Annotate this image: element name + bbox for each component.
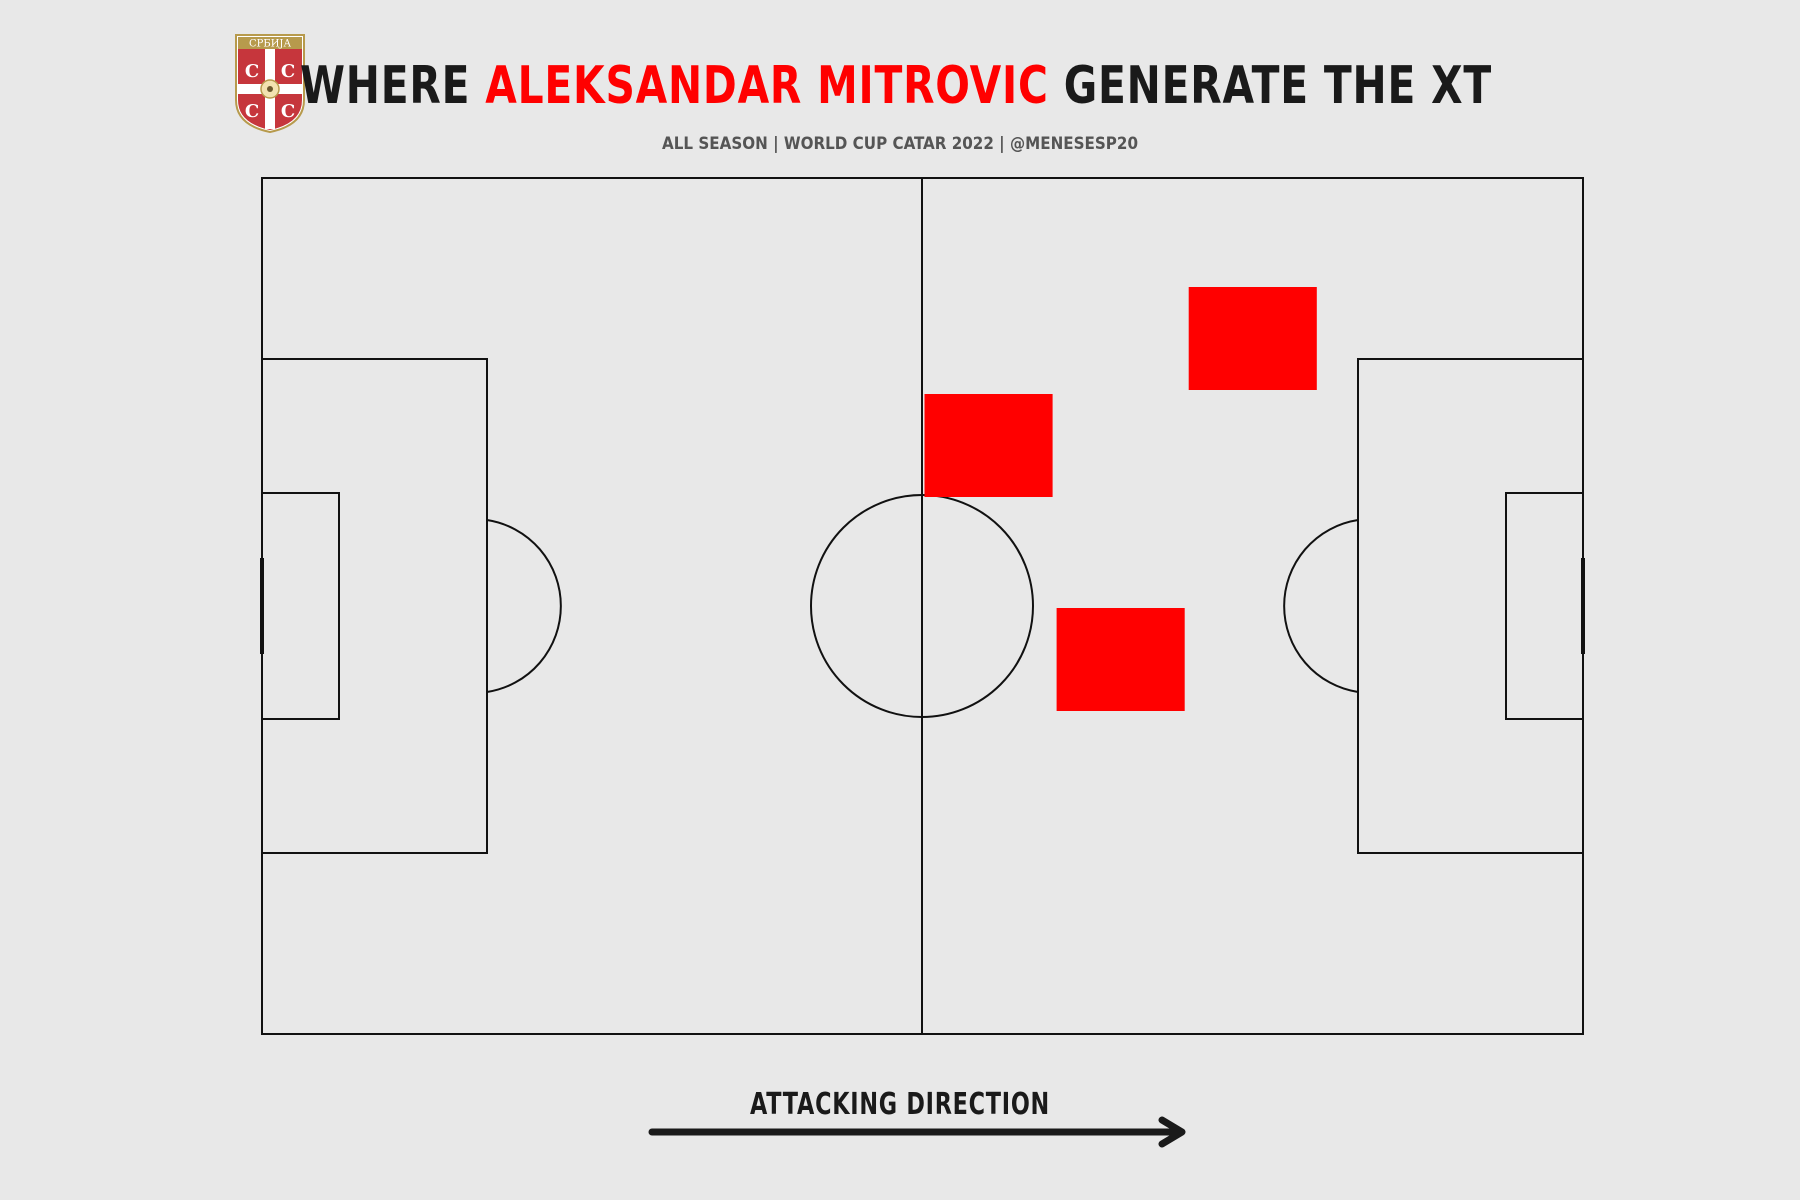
football-pitch [260,177,1585,1035]
left-penalty-area [261,358,488,854]
chart-subtitle: ALL SEASON | WORLD CUP CATAR 2022 | @MEN… [662,134,1138,154]
center-circle [810,494,1034,718]
svg-text:С: С [245,101,259,122]
left-six-yard-box [261,492,340,720]
attacking-direction-label: ATTACKING DIRECTION [750,1087,1050,1122]
svg-text:С: С [281,61,295,82]
xt-heatmap-cell-1 [1188,287,1317,390]
xt-heatmap-cells [924,287,1317,711]
title-suffix: GENERATE THE XT [1049,56,1492,116]
right-penalty-area [1357,358,1584,854]
chart-title: WHERE ALEKSANDAR MITROVIC GENERATE THE X… [300,56,1492,116]
svg-text:С: С [245,61,259,82]
serbia-federation-crest-icon: СРБИЈА С С С С [235,34,305,134]
attacking-direction-arrow-icon [648,1116,1186,1148]
xt-heatmap-cell-3 [1056,608,1185,711]
right-penalty-arc [1283,519,1359,693]
title-player-name: ALEKSANDAR MITROVIC [485,56,1049,116]
svg-text:С: С [281,101,295,122]
xt-heatmap-cell-2 [924,394,1053,497]
left-penalty-arc [486,519,562,693]
crest-top-text: СРБИЈА [249,39,291,50]
title-prefix: WHERE [300,56,485,116]
right-six-yard-box [1505,492,1584,720]
